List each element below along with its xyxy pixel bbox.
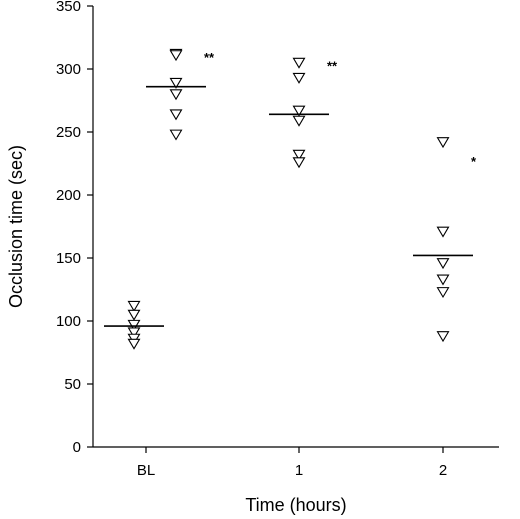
y-axis-title: Occlusion time (sec) xyxy=(6,145,26,308)
x-tick-label: BL xyxy=(137,462,155,479)
x-ticks: BL 1 2 xyxy=(137,447,447,479)
data-point xyxy=(169,109,183,121)
data-point xyxy=(127,327,141,339)
x-tick-label: 1 xyxy=(295,462,303,479)
y-tick-label: 150 xyxy=(56,250,81,267)
data-point xyxy=(436,287,450,299)
data-point xyxy=(127,300,141,312)
y-tick-label: 300 xyxy=(56,61,81,78)
data-point xyxy=(436,137,450,149)
data-point xyxy=(292,157,306,169)
data-point xyxy=(292,105,306,117)
x-axis-title: Time (hours) xyxy=(245,495,346,515)
significance-label: ** xyxy=(204,50,215,65)
data-point xyxy=(436,258,450,270)
data-point xyxy=(169,89,183,101)
data-point xyxy=(127,309,141,321)
data-point xyxy=(127,319,141,331)
y-tick-label: 100 xyxy=(56,313,81,330)
data-point xyxy=(169,129,183,141)
data-marks: ***** xyxy=(104,48,477,350)
significance-label: * xyxy=(471,154,477,169)
y-ticks: 0 50 100 150 200 250 300 350 xyxy=(56,0,93,456)
data-point xyxy=(292,149,306,161)
data-point xyxy=(436,331,450,343)
y-tick-label: 0 xyxy=(73,439,81,456)
y-tick-label: 250 xyxy=(56,124,81,141)
y-tick-label: 50 xyxy=(64,376,81,393)
data-point xyxy=(127,338,141,350)
significance-label: ** xyxy=(327,59,338,74)
data-point xyxy=(292,72,306,84)
data-point xyxy=(436,226,450,238)
y-tick-label: 350 xyxy=(56,0,81,15)
data-point xyxy=(169,77,183,89)
data-point xyxy=(292,57,306,69)
data-point xyxy=(292,115,306,127)
data-point xyxy=(169,50,183,62)
y-tick-label: 200 xyxy=(56,187,81,204)
data-point xyxy=(436,274,450,286)
x-tick-label: 2 xyxy=(439,462,447,479)
